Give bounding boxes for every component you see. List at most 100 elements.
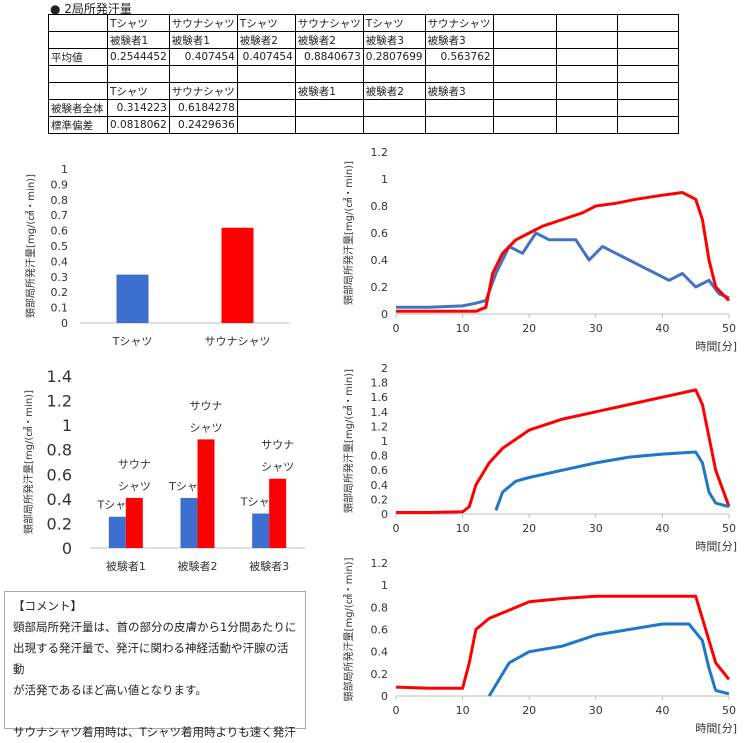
- table-cell: [616, 99, 679, 117]
- table-cell: サウナシャツ: [424, 14, 494, 32]
- table-cell: Tシャツ: [107, 14, 170, 32]
- x-tick-label: 50: [722, 322, 736, 335]
- x-tick-label: サウナシャツ: [205, 335, 271, 348]
- data-label: サウナ: [190, 399, 223, 412]
- table-cell: [294, 116, 364, 134]
- table-cell: [236, 116, 296, 134]
- table-cell: Tシャツ: [107, 82, 170, 100]
- table-cell: 標準偏差: [48, 116, 108, 134]
- table-cell: [424, 99, 494, 117]
- y-tick-label: 0.6: [47, 465, 72, 484]
- table-cell: [294, 65, 364, 83]
- series-line: [396, 191, 731, 313]
- table-cell: 被験者3: [424, 31, 494, 49]
- data-label: サウナ: [261, 439, 294, 452]
- table-cell: 0.6184278: [168, 99, 238, 117]
- y-tick-label: 0: [62, 539, 72, 558]
- comment-box: 【コメント】頸部局所発汗量は、首の部分の皮膚から1分間あたりに出現する発汗量で、…: [4, 591, 306, 739]
- x-tick-label: 20: [522, 322, 536, 335]
- x-tick-label: 50: [722, 704, 736, 717]
- y-axis-label: 頸部局所発汗量[mg/(㎠・min)]: [22, 390, 35, 534]
- table-cell: Tシャツ: [236, 14, 296, 32]
- x-tick-label: 20: [522, 704, 536, 717]
- section-heading: ● 2局所発汗量: [50, 2, 132, 16]
- table-cell: [492, 65, 557, 83]
- x-axis-label: 時間[分]: [695, 722, 737, 735]
- table-cell: [236, 99, 296, 117]
- x-tick-label: 40: [655, 322, 669, 335]
- bar: [221, 227, 254, 323]
- data-label: シャツ: [190, 421, 223, 434]
- y-tick-label: 0.2: [371, 493, 389, 506]
- y-tick-label: 1.2: [47, 392, 72, 411]
- table-cell: 平均値: [48, 48, 108, 66]
- table-cell: [616, 82, 679, 100]
- table-row: Tシャツ サウナシャツ Tシャツ サウナシャツ Tシャツ サウナシャツ: [48, 14, 679, 32]
- y-axis-label: 頸部局所発汗量[mg/(㎠・min)]: [24, 174, 37, 318]
- y-tick-label: 1: [381, 435, 388, 448]
- y-tick-label: 1.4: [47, 367, 72, 386]
- comment-line: [13, 701, 297, 722]
- y-axis-label: 頸部局所発汗量[mg/(㎠・min)]: [342, 557, 355, 701]
- y-axis-label: 頸部局所発汗量[mg/(㎠・min)]: [342, 369, 355, 513]
- y-tick-label: 0.2: [371, 281, 389, 294]
- table-cell: Tシャツ: [362, 14, 426, 32]
- y-tick-label: 0.5: [51, 240, 69, 253]
- x-tick-label: 30: [589, 522, 603, 535]
- table-cell: サウナシャツ: [168, 14, 238, 32]
- table-cell: [492, 14, 557, 32]
- table-row: 被験者1 被験者1 被験者2 被験者2 被験者3 被験者3: [48, 31, 679, 49]
- x-tick-label: 30: [589, 322, 603, 335]
- y-tick-label: 0: [61, 317, 68, 330]
- table-cell: [555, 31, 618, 49]
- table-cell: 0.2544452: [107, 48, 170, 66]
- table-cell: [492, 99, 557, 117]
- table-cell: [555, 14, 618, 32]
- table-cell: 0.407454: [168, 48, 238, 66]
- table-cell: 被験者全体: [48, 99, 108, 117]
- table-cell: 被験者3: [362, 31, 426, 49]
- comment-line: 【コメント】: [13, 599, 82, 613]
- comment-line: 頸部局所発汗量は、首の部分の皮膚から1分間あたりに: [13, 620, 297, 634]
- table-cell: 0.407454: [236, 48, 296, 66]
- table-cell: 被験者2: [236, 31, 296, 49]
- x-tick-label: 10: [456, 704, 470, 717]
- data-label: サウナ: [118, 458, 151, 471]
- series-line: [494, 450, 730, 511]
- y-axis-label: 頸部局所発汗量[mg/(㎠・min)]: [342, 161, 355, 305]
- table-cell: 被験者1: [294, 82, 364, 100]
- x-tick-label: 10: [456, 522, 470, 535]
- table-cell: 0.0818062: [107, 116, 170, 134]
- table-cell: [492, 82, 557, 100]
- y-tick-label: 0.1: [51, 302, 69, 315]
- comment-line: サウナシャツ着用時は、Tシャツ着用時よりも速く発汗: [13, 725, 296, 739]
- y-tick-label: 1: [61, 163, 68, 176]
- y-tick-label: 1.2: [371, 557, 389, 570]
- table-cell: [362, 99, 426, 117]
- summary-table: Tシャツ サウナシャツ Tシャツ サウナシャツ Tシャツ サウナシャツ 被験者1 被験者1 被験…: [48, 14, 679, 134]
- series-line: [396, 231, 730, 309]
- table-cell: [362, 65, 426, 83]
- table-cell: 被験者3: [424, 82, 494, 100]
- x-tick-label: 20: [522, 522, 536, 535]
- y-tick-label: 0: [381, 690, 388, 703]
- chart-overall-bar: 0 0.1 0.2 0.3 0.4 0.5 0.6 0.7 0.8 0.9 1 Tシャツ サウナシャツ 頸…: [24, 163, 290, 348]
- table-cell: 0.8840673: [294, 48, 364, 66]
- y-tick-label: 0.8: [51, 194, 69, 207]
- comment-line: 出現する発汗量で、発汗に関わる神経活動や汗腺の活動: [13, 641, 289, 676]
- table-cell: 被験者1: [107, 31, 170, 49]
- bar: [180, 497, 198, 548]
- table-cell: 被験者2: [362, 82, 426, 100]
- table-cell: 0.314223: [107, 99, 170, 117]
- y-tick-label: 0.8: [371, 450, 389, 463]
- bar: [252, 513, 270, 548]
- y-tick-label: 0.8: [47, 441, 72, 460]
- y-tick-label: 0: [381, 508, 388, 521]
- table-cell: [48, 31, 108, 49]
- x-tick-label: 被験者1: [106, 559, 146, 573]
- y-tick-label: 0.2: [371, 668, 389, 681]
- y-tick-label: 0.6: [371, 464, 389, 477]
- x-tick-label: 被験者2: [178, 559, 218, 573]
- table-cell: サウナシャツ: [294, 14, 364, 32]
- bar: [116, 274, 149, 323]
